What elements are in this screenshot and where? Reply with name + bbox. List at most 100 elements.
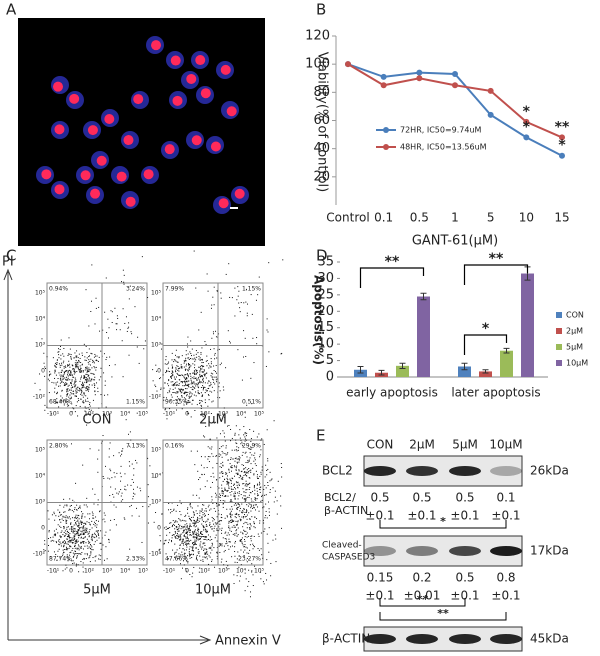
flow-dot <box>182 526 184 528</box>
flow-dot <box>259 520 261 522</box>
flow-dot <box>239 518 241 520</box>
flow-dot <box>260 473 262 475</box>
flow-dot <box>239 505 241 507</box>
flow-dot <box>209 447 211 449</box>
flow-dot <box>65 379 67 381</box>
flow-dot <box>243 467 245 469</box>
error-bar <box>357 365 364 374</box>
flow-dot <box>178 384 180 386</box>
flow-dot <box>66 519 68 521</box>
flow-dot <box>80 362 82 364</box>
flow-dot <box>53 382 55 384</box>
flow-dot <box>238 514 240 516</box>
flow-dot <box>256 436 258 438</box>
flow-dot <box>221 527 223 529</box>
flow-dot <box>243 330 245 332</box>
flow-dot <box>159 552 161 554</box>
flow-dot <box>74 544 76 546</box>
flow-dot <box>196 554 198 556</box>
flow-dot <box>61 374 63 376</box>
flow-dot <box>200 352 202 354</box>
flow-dot <box>71 364 73 366</box>
flow-dot <box>238 483 240 485</box>
x-tick-label: 5 <box>487 211 495 225</box>
flow-dot <box>197 529 199 531</box>
flow-dot <box>184 382 186 384</box>
flow-x-tick: 10⁵ <box>254 568 265 575</box>
flow-dot <box>55 402 57 404</box>
flow-dot <box>128 433 130 435</box>
significance: * <box>440 515 446 528</box>
flow-dot <box>53 511 55 513</box>
flow-dot <box>245 533 247 535</box>
flow-dot <box>247 585 249 587</box>
flow-dot <box>201 371 203 373</box>
flow-dot <box>87 370 89 372</box>
flow-dot <box>223 491 225 493</box>
flow-dot <box>231 545 233 547</box>
flow-dot <box>254 546 256 548</box>
flow-dot <box>206 365 208 367</box>
flow-dot <box>65 382 67 384</box>
flow-dot <box>49 371 51 373</box>
flow-dot <box>200 559 202 561</box>
nucleus <box>123 135 134 146</box>
flow-dot <box>177 391 179 393</box>
flow-dot <box>244 514 246 516</box>
flow-dot <box>87 390 89 392</box>
flow-dot <box>76 395 78 397</box>
flow-dot <box>200 400 202 402</box>
flow-dot <box>268 508 270 510</box>
flow-dot <box>73 531 75 533</box>
flow-dot <box>245 530 247 532</box>
flow-dot <box>74 545 76 547</box>
flow-dot <box>75 534 77 536</box>
flow-dot <box>75 522 77 524</box>
flow-dot <box>77 525 79 527</box>
flow-dot <box>222 490 224 492</box>
flow-dot <box>195 287 197 289</box>
flow-dot <box>202 512 204 514</box>
flow-dot <box>201 368 203 370</box>
flow-dot <box>62 542 64 544</box>
flow-dot <box>187 346 189 348</box>
flow-dot <box>156 370 158 372</box>
flow-dot <box>160 387 162 389</box>
flow-dot <box>63 545 65 547</box>
flow-dot <box>177 402 179 404</box>
flow-dot <box>184 369 186 371</box>
flow-dot <box>80 536 82 538</box>
flow-dot <box>266 318 268 320</box>
flow-dot <box>234 534 236 536</box>
flow-dot <box>192 522 194 524</box>
nucleus <box>125 196 136 207</box>
flow-dot <box>193 513 195 515</box>
flow-dot <box>228 568 230 570</box>
flow-dot <box>48 392 50 394</box>
flow-dot <box>174 378 176 380</box>
flow-dot <box>246 456 248 458</box>
flow-dot <box>210 307 212 309</box>
flow-dot <box>247 484 249 486</box>
flow-dot <box>184 368 186 370</box>
flow-dot <box>238 458 240 460</box>
flow-dot <box>86 373 88 375</box>
flow-dot <box>235 504 237 506</box>
flow-dot <box>185 391 187 393</box>
flow-dot <box>216 505 218 507</box>
flow-dot <box>178 536 180 538</box>
flow-dot <box>203 549 205 551</box>
flow-dot <box>269 491 271 493</box>
flow-dot <box>175 368 177 370</box>
flow-dot <box>170 381 172 383</box>
flow-dot <box>124 488 126 490</box>
flow-dot <box>85 542 87 544</box>
y-tick-label: 10 <box>317 337 334 352</box>
flow-dot <box>74 553 76 555</box>
flow-dot <box>222 503 224 505</box>
flow-dot <box>65 519 67 521</box>
flow-dot <box>245 355 247 357</box>
flow-dot <box>167 392 169 394</box>
flow-dot <box>194 357 196 359</box>
